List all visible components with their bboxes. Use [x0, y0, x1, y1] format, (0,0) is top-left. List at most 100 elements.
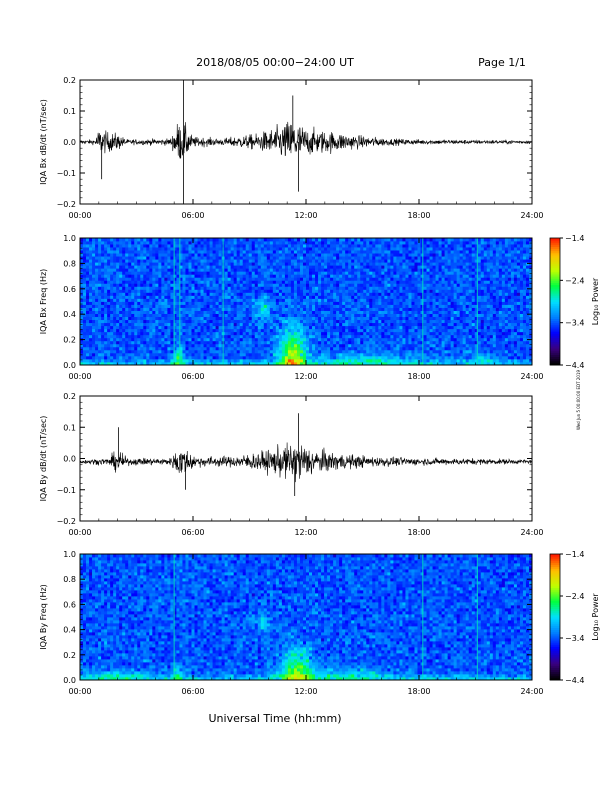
spectrogram-cell [209, 316, 213, 321]
spectrogram-cell [254, 322, 259, 327]
spectrogram-cell [104, 241, 108, 245]
spectrogram-cell [224, 340, 229, 345]
spectrogram-cell [390, 271, 394, 275]
spectrogram-cell [318, 310, 322, 314]
spectrogram-cell [137, 319, 141, 324]
spectrogram-cell [155, 295, 159, 299]
spectrogram-cell [242, 274, 247, 278]
spectrogram-cell [426, 244, 430, 248]
spectrogram-cell [86, 334, 90, 339]
spectrogram-cell [321, 286, 325, 290]
spectrogram-cell [357, 295, 361, 299]
spectrogram-cell [146, 250, 150, 254]
spectrogram-cell [188, 316, 192, 321]
spectrogram-cell [209, 349, 213, 354]
spectrogram-cell [158, 310, 162, 314]
spectrogram-cell [296, 301, 301, 305]
spectrogram-cell [348, 358, 352, 363]
spectrogram-cell [182, 262, 186, 266]
spectrogram-cell [333, 337, 337, 342]
spectrogram-cell [321, 238, 325, 242]
spectrogram-cell [278, 280, 283, 284]
spectrogram-cell [254, 277, 259, 281]
spectrogram-cell [242, 283, 247, 287]
spectrogram-cell [119, 343, 123, 348]
spectrogram-cell [423, 340, 427, 345]
spectrogram-cell [381, 355, 385, 360]
spectrogram-cell [194, 331, 198, 336]
spectrogram-cell [396, 283, 400, 287]
spectrogram-cell [137, 241, 141, 245]
spectrogram-cell [185, 307, 189, 311]
spectrogram-cell [248, 262, 253, 266]
spectrogram-cell [161, 343, 165, 348]
spectrogram-cell [393, 250, 397, 254]
spectrogram-cell [158, 340, 162, 345]
spectrogram-cell [185, 316, 189, 321]
spectrogram-cell [167, 295, 171, 299]
spectrogram-cell [251, 292, 256, 296]
spectrogram-cell [203, 280, 207, 284]
spectrogram-cell [170, 355, 174, 360]
spectrogram-cell [188, 337, 192, 342]
spectrogram-cell [387, 295, 391, 299]
spectrogram-cell [384, 340, 388, 345]
x-tick-label: 12:00 [294, 211, 317, 220]
spectrogram-cell [321, 277, 325, 281]
spectrogram-cell [125, 334, 129, 339]
spectrogram-cell [134, 292, 138, 296]
spectrogram-cell [402, 355, 406, 360]
spectrogram-cell [116, 343, 120, 348]
spectrogram-cell [348, 316, 352, 321]
spectrogram-cell [128, 271, 132, 275]
spectrogram-cell [104, 328, 108, 333]
spectrogram-cell [414, 268, 418, 272]
spectrogram-cell [302, 358, 307, 363]
spectrogram-cell [125, 244, 129, 248]
spectrogram-cell [179, 253, 183, 257]
spectrogram-cell [197, 259, 201, 263]
spectrogram-cell [203, 325, 207, 330]
spectrogram-cell [354, 358, 358, 363]
spectrogram-cell [287, 262, 292, 266]
spectrogram-cell [143, 238, 147, 242]
spectrogram-cell [230, 334, 235, 339]
spectrogram-cell [227, 355, 232, 360]
spectrogram-cell [336, 286, 340, 290]
spectrogram-cell [122, 277, 126, 281]
spectrogram-cell [86, 244, 90, 248]
spectrogram-cell [260, 259, 265, 263]
spectrogram-cell [188, 304, 192, 308]
spectrogram-cell [411, 295, 415, 299]
spectrogram-cell [251, 274, 256, 278]
spectrogram-cell [209, 352, 213, 357]
spectrogram-cell [155, 241, 159, 245]
spectrogram-cell [342, 310, 346, 314]
panels-group: 00:00 06:00 12:00 18:00 24:00−0.2−0.10.00.10… [39, 76, 600, 696]
spectrogram-cell [83, 283, 87, 287]
spectrogram-cell [242, 253, 247, 257]
spectrogram-cell [107, 343, 111, 348]
spectrogram-cell [149, 352, 153, 357]
y-tick-label: 0.1 [63, 107, 76, 116]
spectrogram-cell [315, 256, 319, 260]
spectrogram-cell [152, 310, 156, 314]
spectrogram-cell [426, 283, 430, 287]
spectrogram-cell [396, 289, 400, 293]
spectrogram-cell [197, 274, 201, 278]
spectrogram-cell [194, 280, 198, 284]
spectrogram-cell [131, 313, 135, 318]
spectrogram-cell [128, 250, 132, 254]
spectrogram-cell [113, 268, 117, 272]
spectrogram-cell [296, 253, 301, 257]
spectrogram-cell [254, 250, 259, 254]
spectrogram-cell [86, 355, 90, 360]
spectrogram-cell [399, 346, 403, 351]
spectrogram-cell [263, 313, 268, 318]
spectrogram-cell [200, 265, 204, 269]
spectrogram-cell [239, 238, 244, 242]
spectrogram-cell [206, 238, 210, 242]
spectrogram-cell [384, 274, 388, 278]
spectrogram-cell [312, 244, 316, 248]
spectrogram-cell [80, 349, 84, 354]
